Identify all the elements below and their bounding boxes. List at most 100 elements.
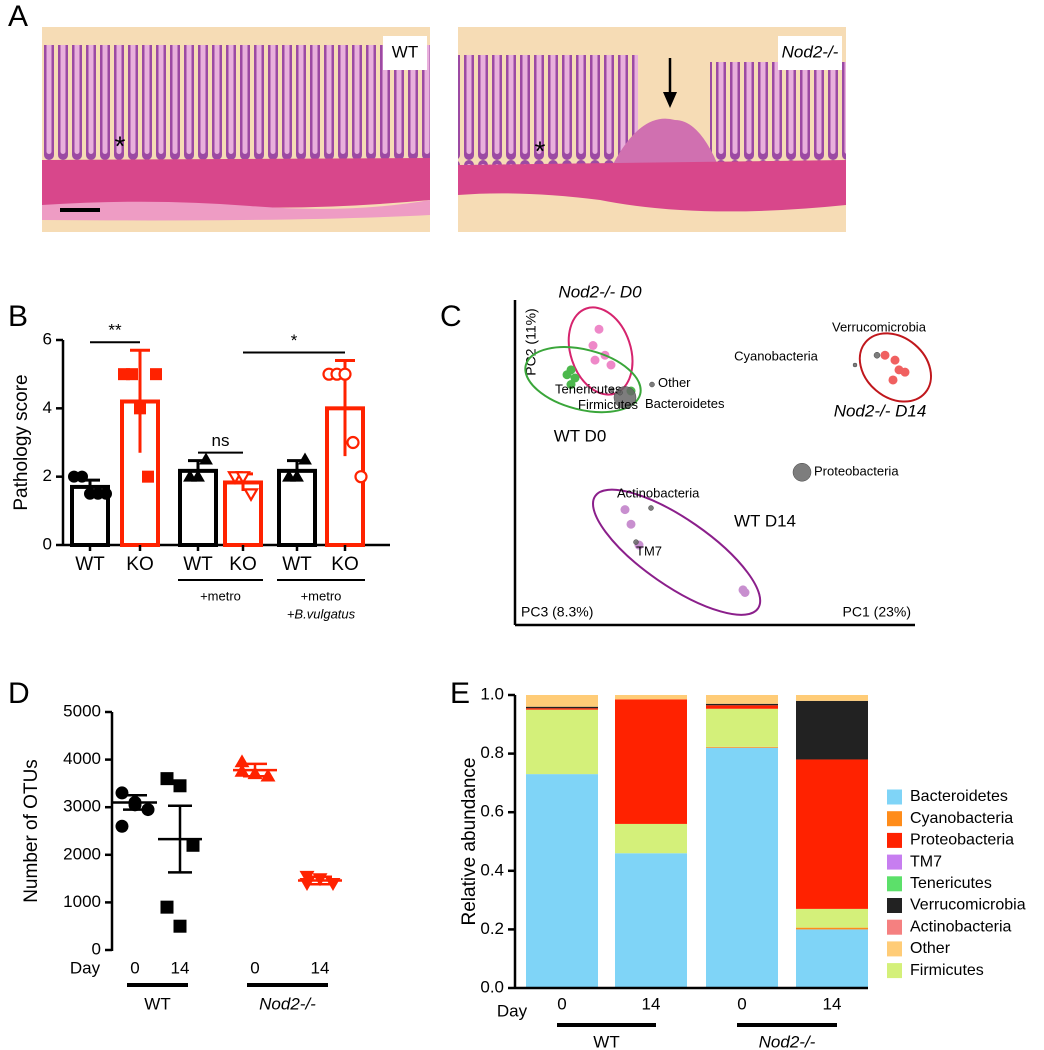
bar-segment <box>796 908 868 928</box>
x-tick-label: 14 <box>823 994 842 1013</box>
data-point <box>235 471 251 485</box>
group-label: +metro <box>200 588 241 603</box>
group-label: Nod2-/- D14 <box>834 401 927 420</box>
panel-letter: C <box>440 300 462 333</box>
sample-point <box>888 375 898 385</box>
bar-segment <box>526 708 598 710</box>
y-tick-label: 0.2 <box>480 919 504 938</box>
data-point <box>298 452 312 465</box>
bar-segment <box>526 774 598 988</box>
y-tick-label: 1000 <box>63 892 101 911</box>
data-point <box>142 470 154 483</box>
group-label: Nod2-/- D0 <box>558 282 642 301</box>
legend-label: Actinobacteria <box>910 918 1011 935</box>
x-tick-label: 14 <box>311 958 330 977</box>
data-point <box>126 368 138 381</box>
bar-segment <box>526 695 598 707</box>
data-point <box>173 779 187 793</box>
x-tick-label: 0 <box>737 994 746 1013</box>
sample-point <box>588 341 598 350</box>
x-tick-label: 14 <box>171 958 190 977</box>
group-label: WT D0 <box>554 426 607 445</box>
y-tick-label: 0.4 <box>480 860 504 879</box>
legend-label: Proteobacteria <box>910 832 1014 849</box>
bar-segment <box>615 853 687 988</box>
image-marker: * <box>115 130 126 161</box>
bar-segment <box>706 747 778 988</box>
bar-segment <box>615 823 687 854</box>
x-tick-label: WT <box>183 554 213 575</box>
bar-segment <box>615 695 687 700</box>
taxon-point <box>648 505 654 511</box>
data-point <box>115 819 129 833</box>
x-axis-label: Day <box>497 1001 528 1020</box>
sample-point <box>570 373 580 383</box>
y-tick-label: 5000 <box>63 701 101 720</box>
bar-segment <box>526 709 598 775</box>
taxon-point <box>873 352 881 359</box>
bar-segment <box>706 695 778 704</box>
data-point <box>346 435 360 450</box>
group-label: WT <box>144 994 170 1013</box>
y-axis-label: Number of OTUs <box>21 759 42 903</box>
significance-label: * <box>291 331 298 350</box>
group-label: Nod2-/- <box>259 994 316 1013</box>
legend-swatch <box>887 854 902 870</box>
sample-point <box>620 505 630 515</box>
data-point <box>100 487 112 500</box>
data-point <box>338 367 352 381</box>
taxon-point <box>792 463 812 482</box>
data-point <box>186 838 200 852</box>
sample-point <box>590 355 600 365</box>
bar-segment <box>706 703 778 706</box>
sample-point <box>594 324 604 334</box>
sample-point <box>900 367 910 377</box>
data-point <box>191 469 205 482</box>
y-tick-label: 3000 <box>63 797 101 816</box>
sample-point <box>880 350 890 360</box>
group-ellipse <box>858 332 932 403</box>
legend-swatch <box>887 919 902 935</box>
taxon-point <box>852 362 858 368</box>
x-tick-label: KO <box>126 554 153 575</box>
bar <box>277 468 317 548</box>
group-label: +metro <box>301 588 342 603</box>
y-tick-label: 1.0 <box>480 684 504 703</box>
y-tick-label: 2000 <box>63 844 101 863</box>
sample-point <box>626 519 636 529</box>
panel-letter: B <box>8 300 28 333</box>
data-point <box>76 470 88 483</box>
bar-segment <box>796 695 868 701</box>
legend-swatch <box>887 876 902 892</box>
significance-label: ns <box>212 431 230 450</box>
data-point <box>160 772 174 786</box>
data-point <box>290 469 304 482</box>
data-point <box>134 402 146 415</box>
taxon-point <box>649 381 655 388</box>
x-tick-label: WT <box>75 554 105 575</box>
bar-segment <box>796 927 868 930</box>
image-label: WT <box>392 42 418 61</box>
panel-letter: E <box>450 677 470 710</box>
bar-segment <box>796 929 868 988</box>
sample-point <box>566 380 576 389</box>
y-axis-label: Relative abundance <box>459 758 480 926</box>
x-tick-label: WT <box>282 554 312 575</box>
group-ellipse <box>592 488 762 616</box>
x-tick-label: 0 <box>250 958 259 977</box>
bar-segment <box>796 700 868 760</box>
y-tick-label: 6 <box>43 329 52 348</box>
taxon-label: Verrucomicrobia <box>832 320 927 335</box>
y-tick-label: 0.0 <box>480 977 504 996</box>
group-label: WT D14 <box>734 511 796 530</box>
z-axis-label: PC3 (8.3%) <box>521 604 593 620</box>
bar <box>178 468 218 548</box>
y-axis-label: Pathology score <box>11 374 32 510</box>
x-axis-label: Day <box>70 958 101 977</box>
y-tick-label: 2 <box>43 466 52 485</box>
image-right <box>458 27 846 232</box>
legend-swatch <box>887 789 902 805</box>
taxon-label: TM7 <box>636 544 662 559</box>
significance-label: ** <box>108 321 122 340</box>
sample-point <box>740 588 750 597</box>
